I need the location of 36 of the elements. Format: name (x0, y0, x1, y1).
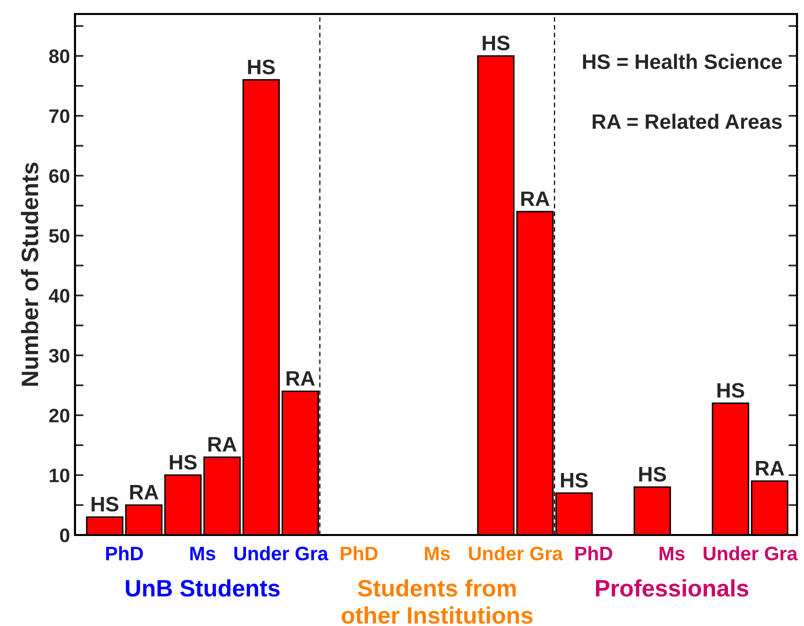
data-label: RA (130, 485, 158, 500)
x-tick-label: PhD (340, 546, 378, 560)
data-label: HS (248, 60, 275, 74)
y-tick-label: 0 (60, 528, 70, 542)
text: UnB Students (126, 579, 280, 597)
data-label: HS (560, 472, 588, 488)
y-tick-label: 60 (49, 169, 70, 183)
data-label: HS (639, 466, 666, 482)
data-label: RA (756, 461, 784, 476)
y-tick-label: 10 (50, 468, 70, 482)
text: Professionals (596, 579, 748, 597)
y-tick-label: 50 (49, 229, 70, 243)
y-tick-label: 30 (48, 348, 70, 363)
x-tick-label: Ms (424, 546, 450, 560)
x-tick-label: PhD (575, 546, 612, 560)
y-tick-label: 70 (49, 109, 70, 124)
x-tick-label: PhD (106, 546, 143, 560)
x-tick-label: Ms (660, 546, 685, 560)
x-tick-label: Ms (190, 546, 216, 560)
y-axis-title: Number of Students (20, 162, 38, 386)
y-tick-label: 20 (49, 408, 70, 422)
data-label: HS (92, 496, 118, 512)
y-tick-label: 80 (49, 49, 70, 64)
x-tick-label: Under Gra (704, 546, 798, 560)
annotation: RA = Related Areas (592, 114, 782, 129)
data-label: HS (482, 36, 510, 50)
data-label: HS (170, 454, 197, 470)
data-label: HS (717, 382, 744, 398)
annotation: HS = Health Science (583, 54, 782, 70)
data-label: RA (208, 437, 237, 452)
text: Students from other Institutions (342, 579, 533, 624)
data-label: RA (286, 371, 315, 386)
data-label: RA (521, 192, 550, 206)
x-tick-label: Under Gra (234, 546, 328, 560)
y-tick-label: 40 (48, 288, 70, 303)
x-tick-label: Under Gra (469, 546, 564, 560)
